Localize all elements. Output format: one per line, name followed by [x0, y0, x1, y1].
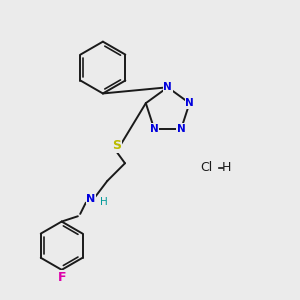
Text: N: N [163, 82, 172, 92]
Text: N: N [150, 124, 158, 134]
Text: Cl: Cl [200, 161, 212, 174]
Text: H: H [222, 161, 232, 174]
Text: N: N [185, 98, 194, 108]
Text: F: F [57, 271, 66, 284]
Text: S: S [112, 139, 121, 152]
Text: H: H [100, 196, 108, 206]
Text: N: N [86, 194, 96, 204]
Text: N: N [177, 124, 185, 134]
